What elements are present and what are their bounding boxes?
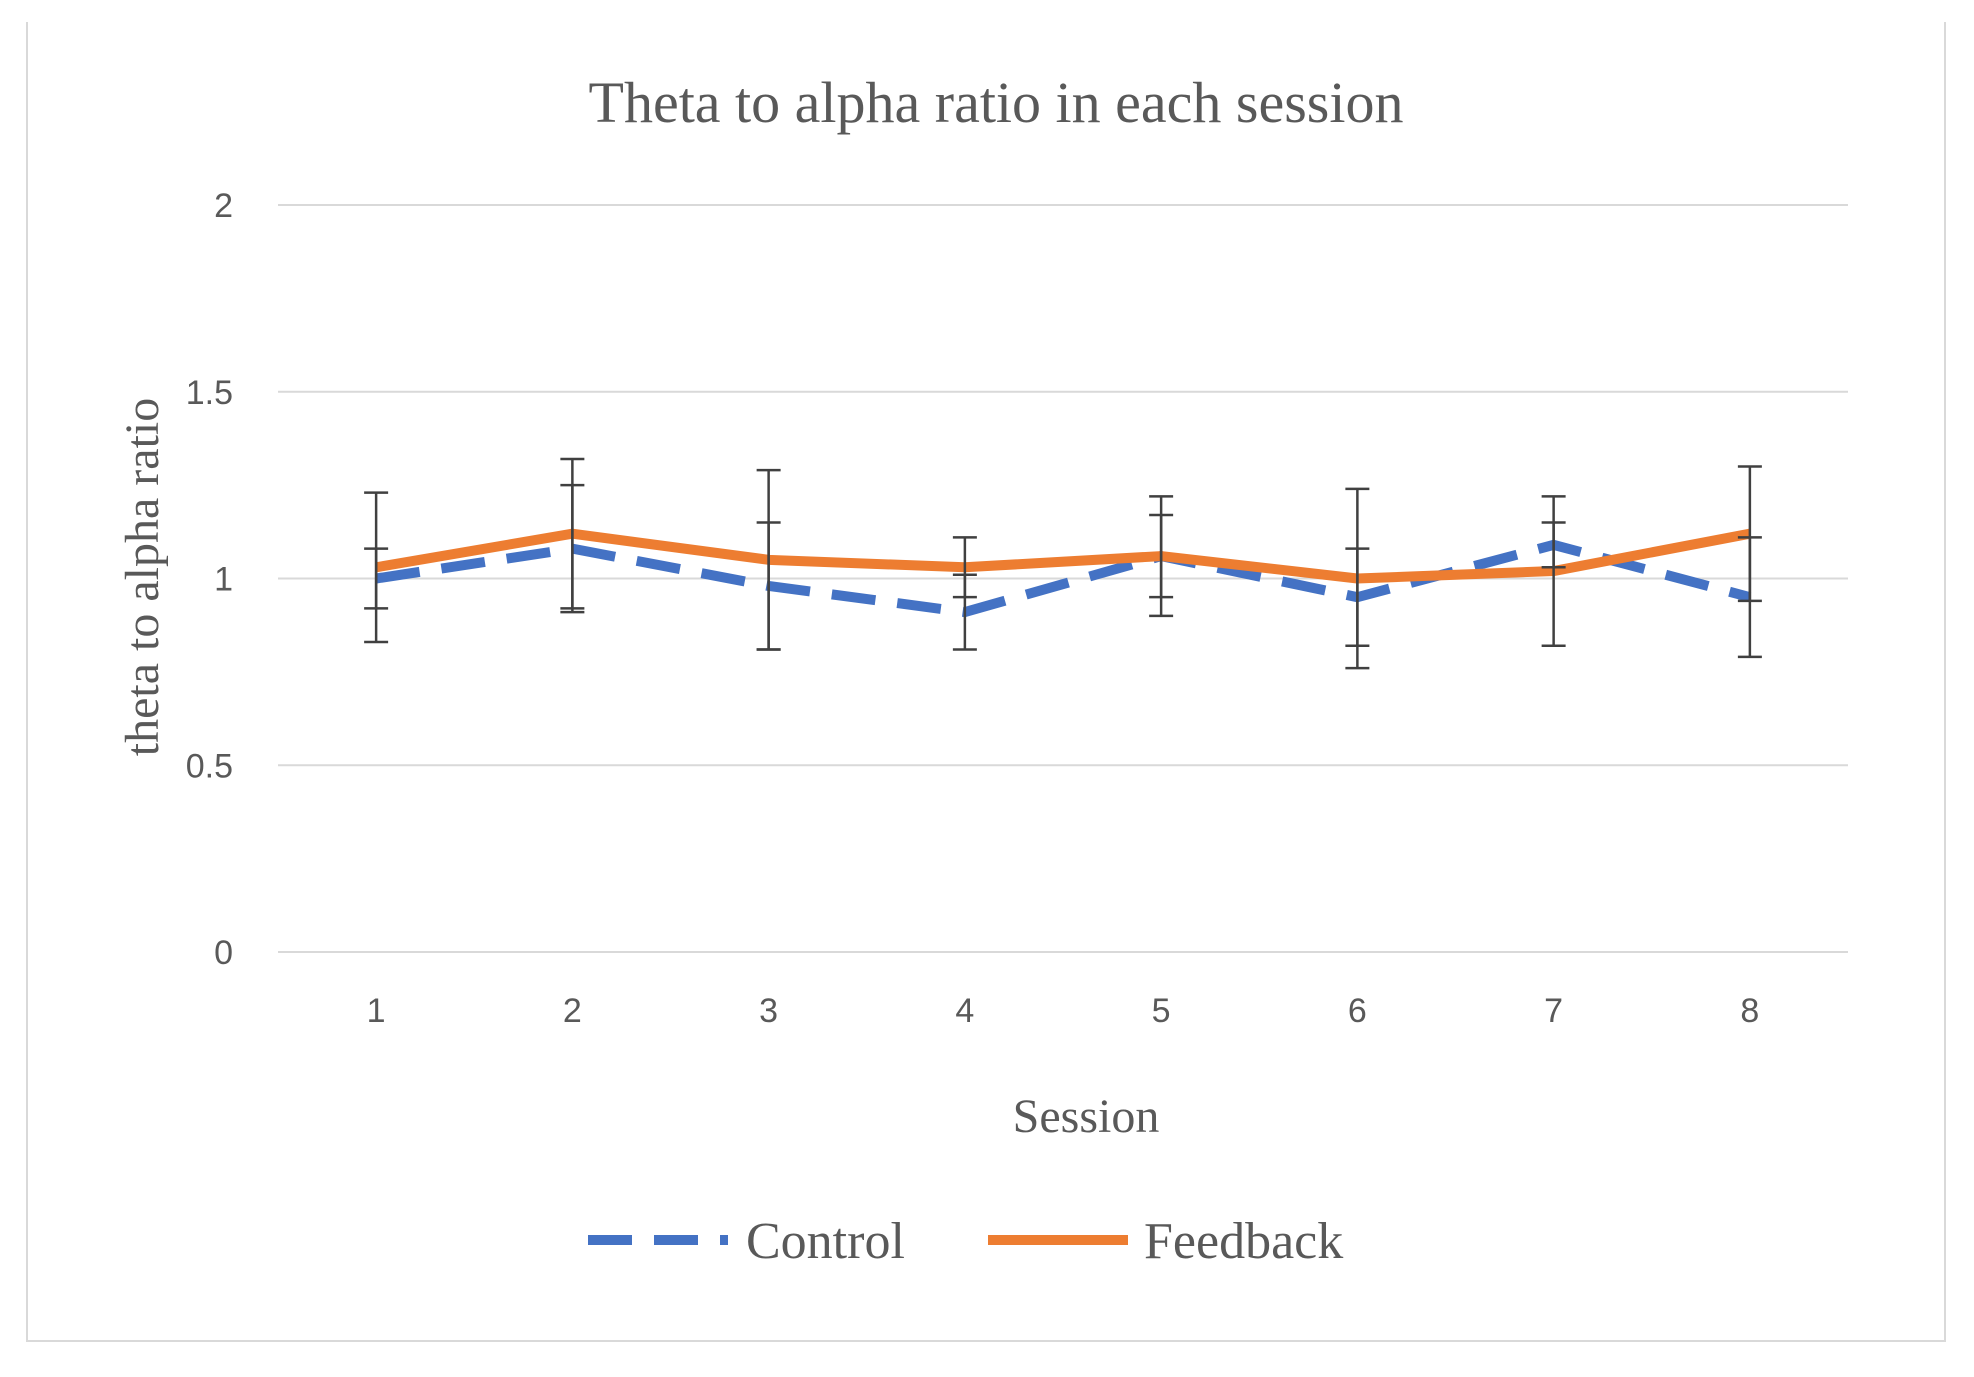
y-tick-label: 1.5 xyxy=(186,374,233,412)
y-tick-label: 0 xyxy=(214,934,233,972)
chart: Theta to alpha ratio in each session 0 0.… xyxy=(116,70,1848,1270)
y-tick-labels: 0 0.5 1 1.5 2 xyxy=(186,187,233,972)
y-tick-label: 2 xyxy=(214,187,233,225)
y-axis-title: theta to alpha ratio xyxy=(116,398,169,757)
gridlines xyxy=(278,204,1848,953)
y-tick-label: 1 xyxy=(214,561,233,599)
chart-title: Theta to alpha ratio in each session xyxy=(589,70,1404,135)
x-tick-label: 8 xyxy=(1740,992,1759,1030)
x-tick-label: 6 xyxy=(1348,992,1367,1030)
x-axis-title: Session xyxy=(1013,1090,1160,1143)
x-tick-labels: 1 2 3 4 5 6 7 8 xyxy=(367,992,1760,1030)
error-bar-feedback xyxy=(952,536,977,599)
legend-control-label: Control xyxy=(746,1213,905,1270)
legend: Control Feedback xyxy=(588,1213,1343,1270)
x-tick-label: 4 xyxy=(955,992,974,1030)
error-bar-feedback xyxy=(560,457,585,610)
chart-frame: Theta to alpha ratio in each session 0 0.… xyxy=(26,22,1946,1342)
error-bar-feedback xyxy=(1149,495,1174,618)
x-tick-label: 5 xyxy=(1152,992,1171,1030)
series-line-control xyxy=(375,539,1752,618)
series-lines xyxy=(375,528,1752,618)
x-tick-label: 2 xyxy=(563,992,582,1030)
error-bar-feedback xyxy=(756,468,781,651)
legend-feedback-label: Feedback xyxy=(1144,1213,1343,1270)
error-bar-feedback xyxy=(1345,487,1370,670)
error-bar-feedback xyxy=(364,491,389,644)
error-bars xyxy=(364,457,1762,670)
x-tick-label: 3 xyxy=(759,992,778,1030)
x-tick-label: 7 xyxy=(1544,992,1563,1030)
error-bar-feedback xyxy=(1541,495,1566,647)
x-tick-label: 1 xyxy=(367,992,386,1030)
error-bar-feedback xyxy=(1737,465,1762,603)
series-line-feedback xyxy=(375,528,1751,584)
y-tick-label: 0.5 xyxy=(186,747,233,785)
